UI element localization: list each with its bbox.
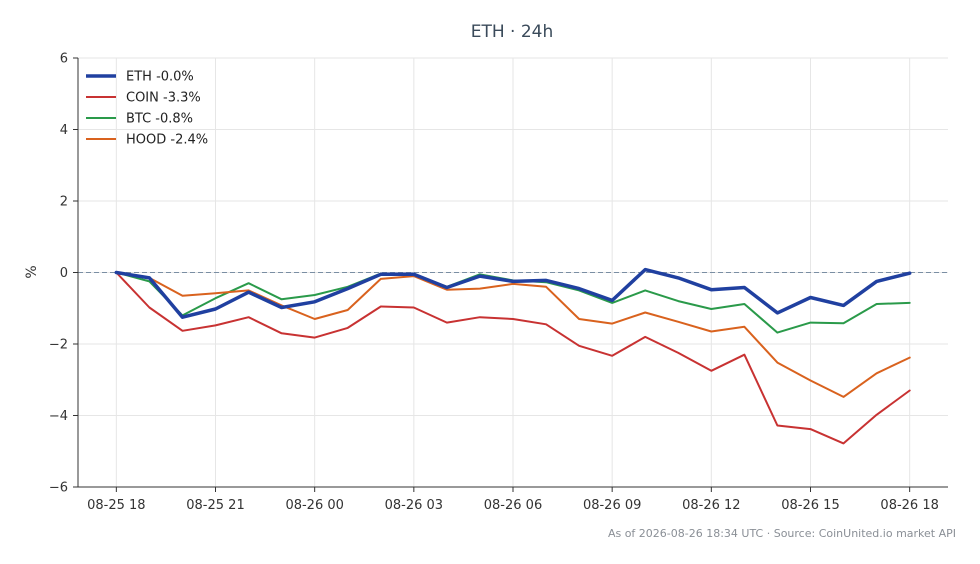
y-tick-label: 6	[60, 52, 68, 67]
legend-label: HOOD -2.4%	[126, 133, 208, 148]
y-axis-ticks: −6 −4 −2 0 2 4 6	[49, 52, 78, 496]
x-tick-label: 08-26 18	[880, 498, 938, 513]
x-tick-label: 08-26 06	[484, 498, 542, 513]
y-tick-label: 4	[60, 123, 68, 138]
footer-source-note: As of 2026-08-26 18:34 UTC · Source: Coi…	[608, 527, 956, 540]
y-tick-label: −2	[49, 338, 68, 353]
y-tick-label: 0	[60, 266, 68, 281]
x-tick-label: 08-26 00	[285, 498, 343, 513]
series-line-0	[114, 267, 912, 319]
y-tick-label: −4	[49, 409, 68, 424]
series-line-3	[115, 271, 911, 398]
x-tick-label: 08-26 12	[682, 498, 740, 513]
series-lines	[114, 267, 912, 445]
legend-label: BTC -0.8%	[126, 112, 193, 127]
y-tick-label: 2	[60, 195, 68, 210]
legend: ETH -0.0% COIN -3.3% BTC -0.8% HOOD -2.4%	[86, 70, 208, 148]
y-axis-label: %	[24, 265, 40, 278]
series-line-1	[115, 271, 911, 445]
legend-label: ETH -0.0%	[126, 70, 194, 85]
legend-label: COIN -3.3%	[126, 91, 201, 106]
y-tick-label: −6	[49, 481, 68, 496]
x-tick-label: 08-26 03	[385, 498, 443, 513]
x-tick-label: 08-25 18	[87, 498, 145, 513]
x-tick-label: 08-25 21	[186, 498, 244, 513]
x-tick-label: 08-26 09	[583, 498, 641, 513]
x-axis-ticks: 08-25 18 08-25 21 08-26 00 08-26 03 08-26 06…	[87, 487, 939, 513]
x-tick-label: 08-26 15	[781, 498, 839, 513]
chart-title: ETH · 24h	[471, 22, 554, 42]
